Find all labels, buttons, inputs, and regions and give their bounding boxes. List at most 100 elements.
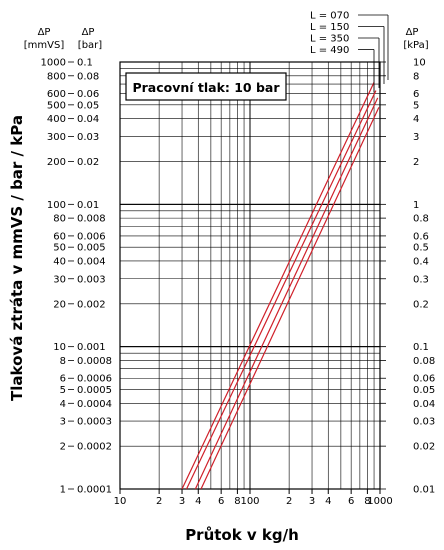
y-tick-label-mmvs: 300 bbox=[47, 132, 66, 143]
y-tick-label-kpa: 0.8 bbox=[413, 214, 429, 225]
x-axis-title: Průtok v kg/h bbox=[185, 526, 299, 544]
y-tick-label-mmvs: 5 bbox=[60, 385, 66, 396]
y-tick-label-kpa: 4 bbox=[413, 114, 419, 125]
legend-label-3: L = 350 bbox=[310, 34, 349, 45]
y-tick-label-kpa: 0.5 bbox=[413, 243, 429, 254]
y-tick-label-kpa: 0.4 bbox=[413, 256, 429, 267]
x-tick-label: 3 bbox=[309, 496, 315, 507]
x-tick-label: 4 bbox=[325, 496, 331, 507]
y-tick-label-mmvs: 500 bbox=[47, 100, 66, 111]
y-tick-label-bar: 0.0002 bbox=[77, 442, 112, 453]
left-mmvs-unit-symbol: ΔP bbox=[38, 27, 51, 38]
y-tick-label-mmvs: 80 bbox=[53, 214, 66, 225]
y-tick-label-kpa: 0.05 bbox=[413, 385, 435, 396]
y-tick-label-kpa: 10 bbox=[413, 58, 426, 69]
x-tick-label: 2 bbox=[156, 496, 162, 507]
y-tick-label-mmvs: 3 bbox=[60, 417, 66, 428]
x-tick-label: 6 bbox=[218, 496, 224, 507]
y-tick-label-mmvs: 4 bbox=[60, 399, 66, 410]
y-tick-label-mmvs: 60 bbox=[53, 231, 66, 242]
y-tick-label-bar: 0.006 bbox=[77, 231, 106, 242]
y-tick-label-bar: 0.003 bbox=[77, 274, 106, 285]
y-tick-label-bar: 0.01 bbox=[77, 200, 99, 211]
y-tick-label-bar: 0.05 bbox=[77, 100, 99, 111]
y-tick-label-kpa: 0.01 bbox=[413, 485, 435, 496]
y-tick-label-kpa: 0.02 bbox=[413, 442, 435, 453]
y-tick-label-kpa: 0.1 bbox=[413, 342, 429, 353]
left-bar-unit: [bar] bbox=[78, 40, 102, 51]
y-tick-label-mmvs: 1 bbox=[60, 485, 66, 496]
series-line-4 bbox=[200, 107, 380, 490]
x-tick-label: 8 bbox=[364, 496, 370, 507]
right-kpa-unit-symbol: ΔP bbox=[406, 27, 419, 38]
x-tick-label: 10 bbox=[114, 496, 127, 507]
y-tick-label-mmvs: 40 bbox=[53, 256, 66, 267]
x-tick-label: 3 bbox=[179, 496, 185, 507]
y-tick-label-mmvs: 100 bbox=[47, 200, 66, 211]
y-tick-label-bar: 0.001 bbox=[77, 342, 106, 353]
x-tick-label: 4 bbox=[195, 496, 201, 507]
y-tick-label-mmvs: 10 bbox=[53, 342, 66, 353]
y-tick-label-kpa: 2 bbox=[413, 157, 419, 168]
y-tick-label-bar: 0.005 bbox=[77, 243, 106, 254]
x-tick-label: 6 bbox=[348, 496, 354, 507]
x-tick-label: 1000 bbox=[367, 496, 392, 507]
y-tick-label-bar: 0.0001 bbox=[77, 485, 112, 496]
y-tick-label-mmvs: 2 bbox=[60, 442, 66, 453]
y-tick-label-kpa: 0.08 bbox=[413, 356, 435, 367]
legend-label-1: L = 070 bbox=[310, 11, 349, 22]
series-line-3 bbox=[194, 97, 379, 490]
y-tick-label-bar: 0.0003 bbox=[77, 417, 112, 428]
y-tick-label-kpa: 0.2 bbox=[413, 299, 429, 310]
y-tick-label-bar: 0.008 bbox=[77, 214, 106, 225]
series-lines bbox=[181, 82, 380, 490]
y-tick-label-mmvs: 1000 bbox=[41, 58, 66, 69]
y-tick-label-bar: 0.0004 bbox=[77, 399, 112, 410]
y-tick-label-mmvs: 50 bbox=[53, 243, 66, 254]
grid bbox=[119, 61, 381, 490]
y-tick-label-bar: 0.004 bbox=[77, 256, 106, 267]
y-tick-label-bar: 0.03 bbox=[77, 132, 99, 143]
x-tick-label: 8 bbox=[234, 496, 240, 507]
legend-label-2: L = 150 bbox=[310, 22, 349, 33]
legend-label-4: L = 490 bbox=[310, 45, 349, 56]
y-tick-label-kpa: 8 bbox=[413, 71, 419, 82]
y-tick-label-mmvs: 8 bbox=[60, 356, 66, 367]
y-tick-label-bar: 0.06 bbox=[77, 89, 99, 100]
y-tick-label-mmvs: 20 bbox=[53, 299, 66, 310]
y-tick-label-mmvs: 200 bbox=[47, 157, 66, 168]
y-tick-label-kpa: 0.06 bbox=[413, 374, 435, 385]
y-tick-label-bar: 0.04 bbox=[77, 114, 99, 125]
x-tick-label: 2 bbox=[286, 496, 292, 507]
y-tick-label-bar: 0.0006 bbox=[77, 374, 112, 385]
y-tick-label-bar: 0.0008 bbox=[77, 356, 112, 367]
y-tick-label-kpa: 5 bbox=[413, 100, 419, 111]
y-tick-label-kpa: 1 bbox=[413, 200, 419, 211]
right-kpa-unit: [kPa] bbox=[403, 40, 428, 51]
y-tick-label-mmvs: 400 bbox=[47, 114, 66, 125]
y-tick-label-mmvs: 800 bbox=[47, 71, 66, 82]
y-axis-title: Tlaková ztráta v mmVS / bar / kPa bbox=[8, 115, 26, 401]
y-tick-label-kpa: 6 bbox=[413, 89, 419, 100]
y-tick-label-kpa: 0.04 bbox=[413, 399, 435, 410]
series-line-1 bbox=[181, 82, 375, 490]
y-tick-label-bar: 0.0005 bbox=[77, 385, 112, 396]
annotation-label: Pracovní tlak: 10 bar bbox=[132, 80, 280, 95]
y-tick-label-mmvs: 6 bbox=[60, 374, 66, 385]
annotation-box bbox=[125, 72, 287, 101]
y-tick-label-bar: 0.08 bbox=[77, 71, 99, 82]
y-tick-label-bar: 0.002 bbox=[77, 299, 106, 310]
y-tick-label-bar: 0.1 bbox=[77, 58, 93, 69]
y-tick-label-mmvs: 30 bbox=[53, 274, 66, 285]
left-mmvs-unit: [mmVS] bbox=[24, 40, 65, 51]
series-line-2 bbox=[186, 90, 377, 490]
y-tick-label-kpa: 3 bbox=[413, 132, 419, 143]
y-tick-label-kpa: 0.03 bbox=[413, 417, 435, 428]
y-tick-label-kpa: 0.3 bbox=[413, 274, 429, 285]
y-tick-label-kpa: 0.6 bbox=[413, 231, 429, 242]
y-tick-label-mmvs: 600 bbox=[47, 89, 66, 100]
left-bar-unit-symbol: ΔP bbox=[82, 27, 95, 38]
